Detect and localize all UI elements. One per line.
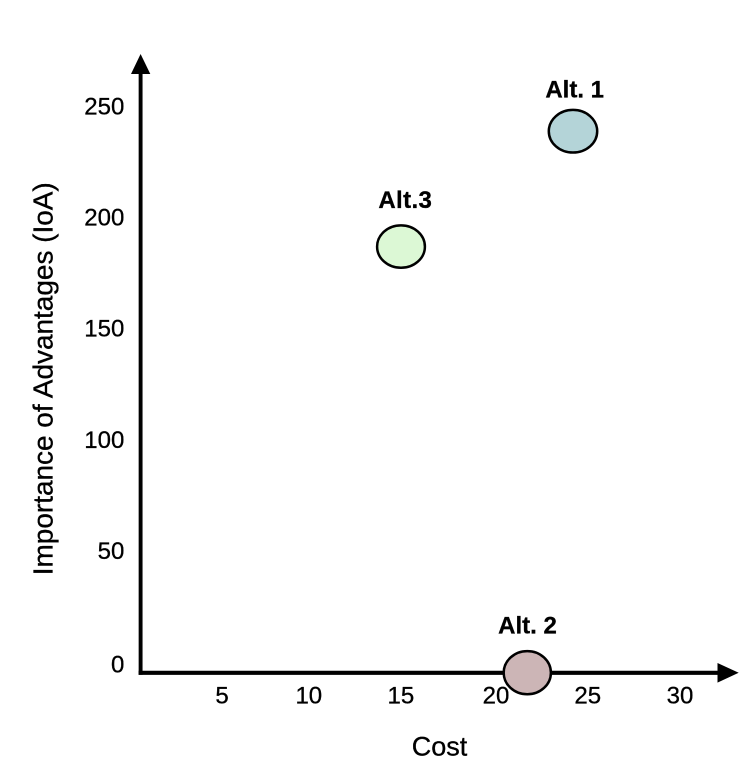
svg-text:20: 20	[483, 683, 510, 710]
svg-text:Importance of Advantages (IoA): Importance of Advantages (IoA)	[28, 182, 59, 575]
svg-text:0: 0	[111, 651, 124, 678]
svg-text:Alt.3: Alt.3	[378, 187, 432, 214]
svg-text:Cost: Cost	[412, 731, 468, 761]
svg-text:250: 250	[84, 93, 124, 120]
svg-text:10: 10	[295, 683, 322, 710]
svg-text:Alt. 2: Alt. 2	[498, 613, 557, 640]
svg-text:100: 100	[84, 427, 124, 454]
svg-text:5: 5	[215, 683, 228, 710]
svg-text:15: 15	[388, 683, 415, 710]
svg-text:200: 200	[84, 204, 124, 231]
svg-text:Alt. 1: Alt. 1	[545, 76, 604, 103]
svg-text:150: 150	[84, 316, 124, 343]
svg-text:25: 25	[574, 683, 601, 710]
svg-text:30: 30	[667, 683, 694, 710]
svg-text:50: 50	[98, 538, 125, 565]
